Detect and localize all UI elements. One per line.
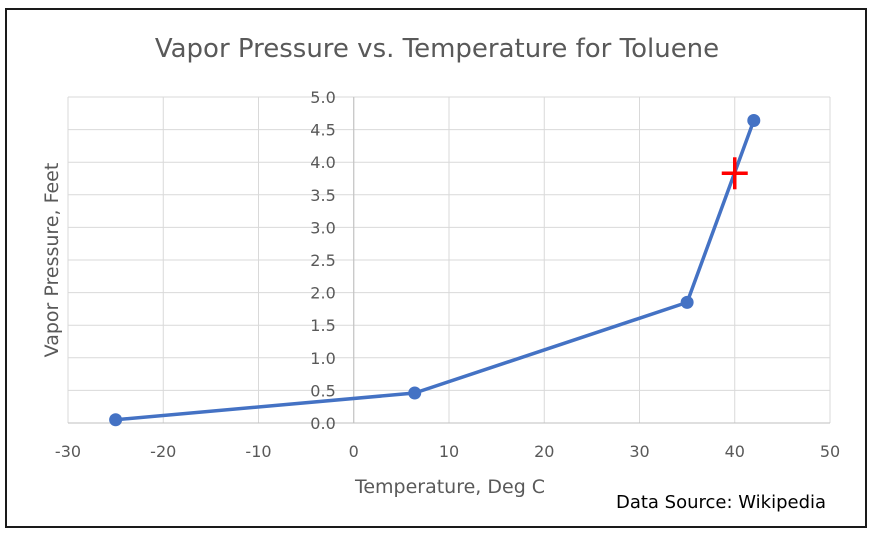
chart-frame — [5, 8, 867, 528]
y-tick-label: 5.0 — [310, 88, 335, 107]
data-point — [408, 386, 422, 400]
y-tick-label: 2.5 — [310, 251, 335, 270]
y-tick-label: 4.0 — [310, 153, 335, 172]
x-tick-label: 20 — [534, 442, 554, 461]
y-tick-label: 4.5 — [310, 121, 335, 140]
data-series — [109, 113, 761, 427]
y-tick-label: 3.5 — [310, 186, 335, 205]
y-tick-label: 2.0 — [310, 284, 335, 303]
x-tick-label: -10 — [245, 442, 271, 461]
x-tick-label: 0 — [349, 442, 359, 461]
y-tick-labels: 0.0 0.5 1.0 1.5 2.0 2.5 3.0 3.5 4.0 4.5 5.0 — [310, 88, 335, 433]
x-axis-title: Temperature, Deg C — [354, 476, 545, 498]
y-tick-label: 1.0 — [310, 349, 335, 368]
y-tick-label: 1.5 — [310, 316, 335, 335]
series-line — [115, 119, 756, 422]
x-tick-label: 50 — [820, 442, 840, 461]
y-axis-title: Vapor Pressure, Feet — [41, 163, 63, 358]
data-source-note: Data Source: Wikipedia — [616, 492, 826, 513]
data-point — [747, 113, 761, 127]
x-tick-labels: -30 -20 -10 0 10 20 30 40 50 — [55, 442, 840, 461]
x-tick-label: 10 — [439, 442, 459, 461]
y-tick-label: 0.0 — [310, 414, 335, 433]
y-tick-label: 3.0 — [310, 218, 335, 237]
x-tick-label: 30 — [629, 442, 649, 461]
y-tick-label: 0.5 — [310, 381, 335, 400]
chart-title: Vapor Pressure vs. Temperature for Tolue… — [155, 34, 719, 64]
data-point — [109, 413, 123, 427]
x-tick-label: -30 — [55, 442, 81, 461]
highlight-marker — [721, 157, 748, 190]
gridlines — [67, 96, 831, 424]
x-tick-label: -20 — [150, 442, 176, 461]
x-tick-label: 40 — [725, 442, 745, 461]
data-point — [680, 295, 694, 309]
